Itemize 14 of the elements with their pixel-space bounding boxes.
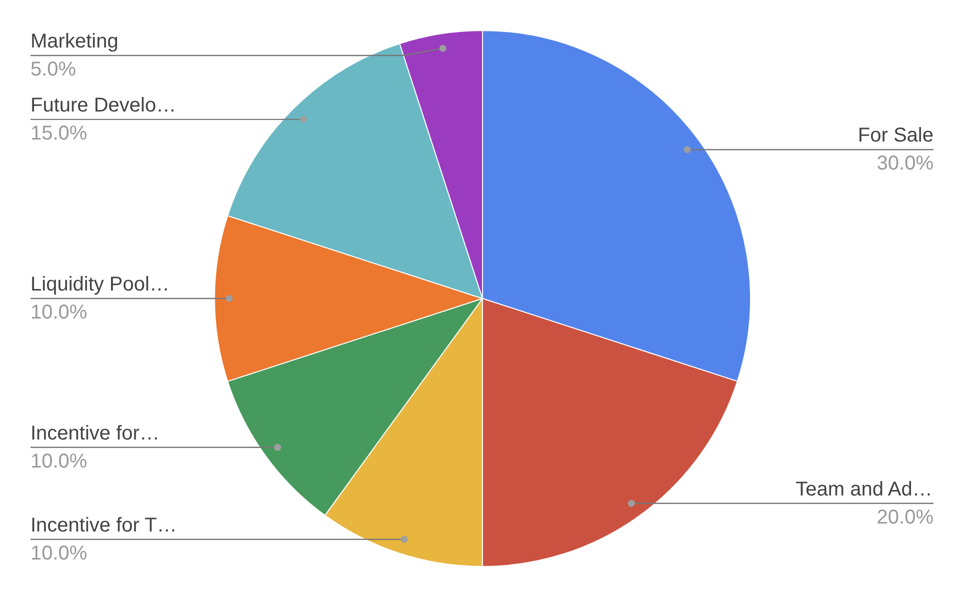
data-label: 10.0% xyxy=(30,450,88,472)
slice-label: Incentive for… xyxy=(30,422,160,444)
data-label: 30.0% xyxy=(876,152,934,175)
data-label: 5.0% xyxy=(30,58,76,80)
slice-label: Liquidity Pool… xyxy=(30,274,170,296)
slice-label: For Sale xyxy=(858,124,934,147)
slice-label: Incentive for T… xyxy=(30,514,177,536)
data-label: 15.0% xyxy=(30,122,88,144)
slice-label: Team and Ad… xyxy=(796,478,932,500)
data-label: 10.0% xyxy=(30,302,88,324)
slice-label: Marketing xyxy=(30,30,118,52)
data-label: 10.0% xyxy=(30,542,88,564)
data-label: 20.0% xyxy=(876,506,934,528)
slice-label: Future Develo… xyxy=(30,94,176,116)
